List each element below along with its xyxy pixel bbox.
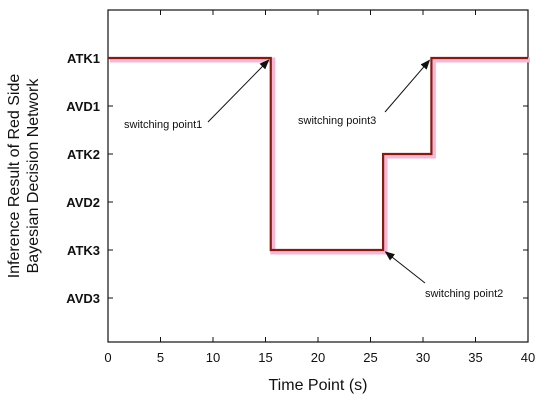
annotation-label: switching point3 [298,115,376,127]
x-tick-label: 20 [311,350,325,365]
x-tick-label: 40 [521,350,535,365]
series-line-shadow [110,57,530,255]
y-axis-title-line1: Inference Result of Red Side [6,74,23,279]
x-tick-label: 35 [468,350,482,365]
x-tick-label: 0 [104,350,111,365]
x-axis-title: Time Point (s) [269,377,368,394]
x-tick-label: 5 [157,350,164,365]
annotation-arrow [207,59,270,123]
y-tick-label: ATK3 [67,243,100,258]
x-tick-label: 25 [363,350,377,365]
y-tick-label: AVD1 [66,99,100,114]
annotation-arrow [384,251,426,284]
y-axis-title-line2: Bayesian Decision Network [25,78,42,274]
annotation-arrow [384,59,431,113]
annotation-label: switching point2 [425,288,503,300]
y-tick-label: ATK1 [67,51,100,66]
y-tick-label: AVD2 [66,195,100,210]
x-tick-label: 30 [416,350,430,365]
series-line [108,56,528,252]
y-tick-label: AVD3 [66,291,100,306]
x-tick-label: 10 [206,350,220,365]
annotation-label: switching point1 [124,119,202,131]
x-tick-label: 15 [258,350,272,365]
y-tick-label: ATK2 [67,147,100,162]
